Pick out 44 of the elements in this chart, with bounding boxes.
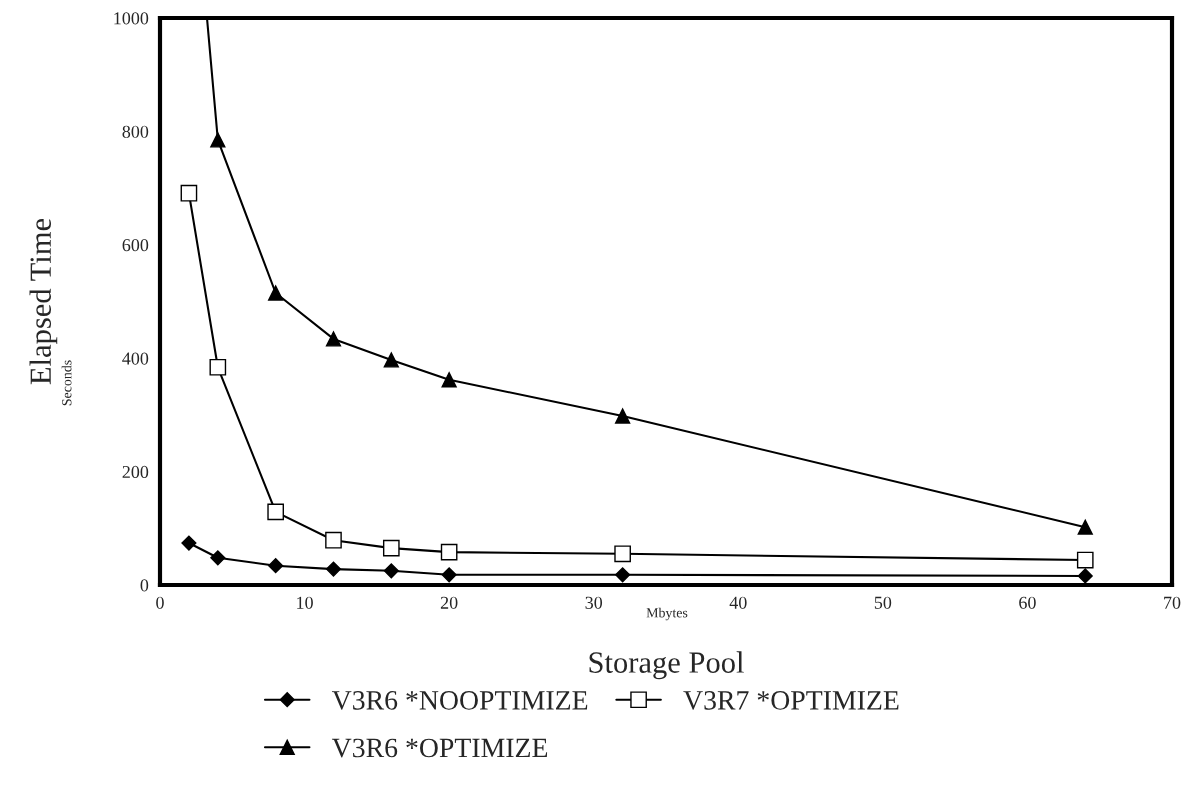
point [268, 558, 284, 574]
point [383, 352, 399, 368]
x-tick-label: 60 [1019, 596, 1036, 609]
x-tick-label: 0 [156, 596, 164, 609]
text: Mbytes [646, 607, 688, 621]
point [210, 132, 226, 148]
text: Seconds [61, 360, 72, 406]
point [383, 563, 399, 579]
x-tick-label: 30 [585, 596, 603, 609]
y-tick-label: 0 [140, 579, 149, 592]
y-tick-label: 600 [122, 239, 149, 252]
point [209, 358, 227, 376]
point [268, 285, 284, 301]
x-tick-label: 50 [874, 596, 892, 609]
point [441, 567, 457, 583]
point [440, 543, 458, 561]
point [267, 503, 284, 521]
point [210, 550, 226, 566]
legend-label: V3R6 *OPTIMIZE [331, 738, 548, 758]
point [325, 531, 342, 549]
x-tick-label: 40 [729, 596, 747, 609]
point [1076, 551, 1094, 569]
legend-label: V3R6 *NOOPTIMIZE [331, 691, 588, 710]
point [441, 372, 457, 388]
x-axis-title: Storage Pool [589, 651, 744, 680]
x-tick-label: 10 [297, 596, 313, 609]
point [615, 567, 631, 583]
point [382, 539, 400, 557]
point [180, 184, 198, 202]
point [325, 331, 342, 347]
point [1077, 519, 1093, 535]
point [181, 535, 197, 551]
x-tick-label: 70 [1164, 596, 1181, 609]
x-tick-label: 20 [440, 596, 458, 609]
y-tick-label: 200 [122, 465, 149, 479]
point [325, 561, 342, 577]
y-tick-label: 1000 [114, 12, 149, 25]
point [614, 408, 631, 424]
legend-label: V3R7 *OPTIMIZE [683, 691, 899, 710]
point [1077, 568, 1093, 584]
y-axis-title: Elapsed Time [29, 218, 58, 385]
point [614, 545, 631, 563]
y-tick-label: 800 [122, 125, 149, 138]
y-tick-label: 400 [122, 352, 149, 365]
